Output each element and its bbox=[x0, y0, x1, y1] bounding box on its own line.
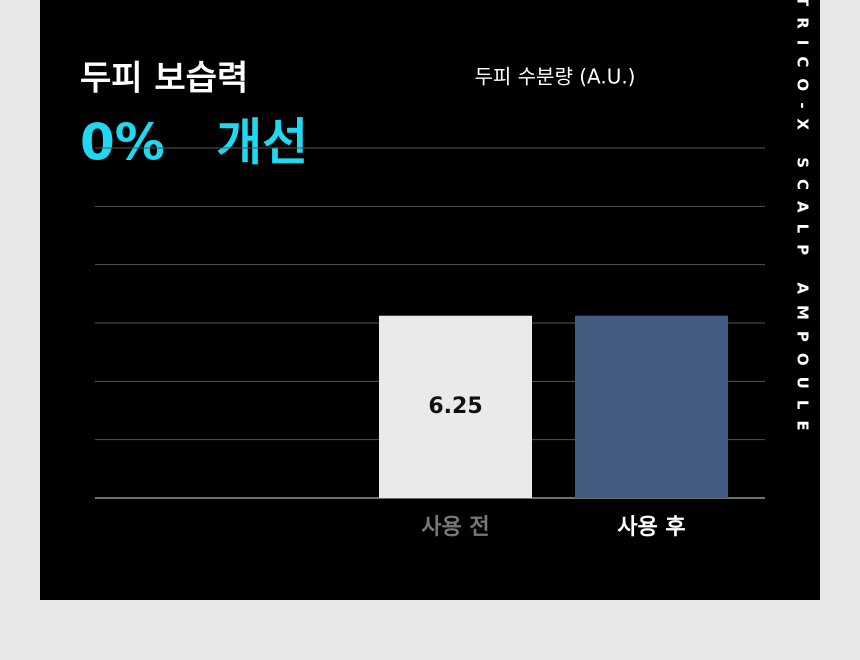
value-label: 6.25 bbox=[428, 394, 482, 419]
x-tick-label: 사용 후 bbox=[617, 515, 685, 540]
x-tick-label: 사용 전 bbox=[421, 515, 489, 540]
headline: 0% 개선 bbox=[80, 114, 308, 172]
bar bbox=[575, 315, 728, 498]
axis-label: 두피 수분량 (A.U.) bbox=[474, 65, 635, 89]
chart-title: 두피 보습력 bbox=[80, 59, 248, 99]
panel bbox=[40, 0, 820, 600]
brand: TRICO-X SCALP AMPOULE bbox=[794, 0, 812, 442]
bar bbox=[379, 315, 532, 498]
